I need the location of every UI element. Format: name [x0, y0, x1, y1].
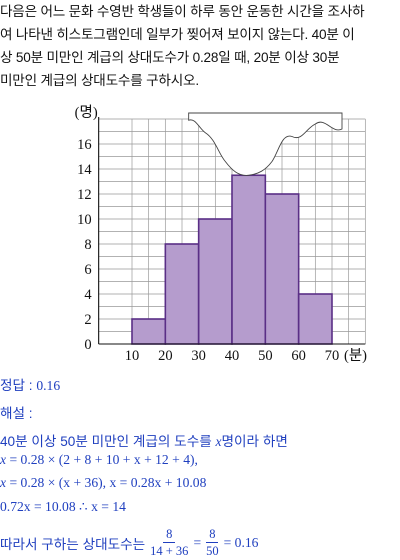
- problem-line-3: 상 50분 미만인 계급의 상대도수가 0.28일 때, 20분 이상 30분: [0, 50, 340, 65]
- y-tick-label: 6: [84, 262, 91, 278]
- x-axis-label: (분): [344, 348, 367, 364]
- y-tick-label: 0: [84, 337, 91, 353]
- x-tick-label: 30: [191, 348, 206, 364]
- solution-line-4: 0.72x = 10.08 ∴ x = 14: [0, 499, 126, 514]
- conclusion-text: 따라서 구하는 상대도수는: [0, 536, 146, 552]
- torn-paper-region: [188, 112, 343, 176]
- y-tick-label: 16: [77, 137, 92, 153]
- y-tick-label: 8: [84, 237, 91, 253]
- histogram-bar-40-50: [231, 174, 267, 345]
- x-tick-label: 40: [225, 348, 240, 364]
- solution-line-2: x = 0.28 × (2 + 8 + 10 + x + 12 + 4),: [0, 452, 400, 468]
- x-tick-label: 70: [325, 348, 340, 364]
- equation-2: = 0.28 × (2 + 8 + 10 + x + 12 + 4),: [9, 452, 198, 467]
- fraction-1-numerator: 8: [163, 526, 176, 543]
- explain-label: 해설 :: [0, 406, 33, 421]
- problem-line-2: 여 나타낸 히스토그램인데 일부가 찢어져 보이지 않는다. 40분 이: [0, 27, 355, 42]
- problem-line-1: 다음은 어느 문화 수영반 학생들이 하루 동안 운동한 시간을 조사하: [0, 4, 365, 19]
- fraction-1-denominator: 14 + 36: [150, 544, 189, 558]
- x-tick-label: 60: [291, 348, 306, 364]
- problem-text: 다음은 어느 문화 수영반 학생들이 하루 동안 운동한 시간을 조사하 여 나…: [0, 0, 400, 92]
- var-x: x: [0, 475, 7, 490]
- y-tick-label: 10: [77, 212, 92, 228]
- solution-line-1: 40분 이상 50분 미만인 계급의 도수를 x명이라 하면: [0, 430, 400, 450]
- problem-line-4: 미만인 계급의 상대도수를 구하시오.: [0, 73, 199, 88]
- histogram-bar-50-60: [264, 193, 300, 345]
- solution-line-3: x = 0.28 × (x + 36), x = 0.28x + 10.08: [0, 475, 400, 491]
- histogram-bar-60-70: [297, 293, 333, 345]
- answer-label: 정답 :: [0, 378, 33, 393]
- fraction-2-denominator: 50: [206, 544, 219, 558]
- equals-sign: =: [193, 534, 202, 550]
- histogram-bar-20-30: [164, 243, 200, 345]
- var-x: x: [0, 452, 7, 467]
- x-tick-label: 50: [258, 348, 273, 364]
- fraction-2-numerator: 8: [206, 526, 219, 543]
- y-tick-label: 12: [77, 187, 92, 203]
- solution-line-5: 따라서 구하는 상대도수는 8 14 + 36 = 8 50 = 0.16: [0, 526, 400, 559]
- x-tick-label: 10: [125, 348, 140, 364]
- y-tick-label: 14: [77, 162, 92, 178]
- answer-value: 0.16: [36, 378, 61, 393]
- y-axis-label: (명): [75, 104, 98, 121]
- y-tick-label: 2: [84, 312, 91, 328]
- result-value: = 0.16: [223, 534, 259, 550]
- solution-line-1a: 40분 이상 50분 미만인 계급의 도수를: [0, 434, 212, 449]
- solution-line-1b: 명이라 하면: [221, 434, 288, 449]
- fraction-1: 8 14 + 36: [147, 526, 191, 559]
- x-tick-label: 20: [158, 348, 173, 364]
- histogram-chart: 0 2 4 6 8 10 12 14 16 10 20 30 40 50 60 70 (명) (분): [75, 104, 368, 364]
- y-tick-label: 4: [84, 287, 92, 303]
- var-x: x: [215, 434, 222, 449]
- equation-3: = 0.28 × (x + 36), x = 0.28x + 10.08: [9, 475, 207, 490]
- histogram-bar-10-20: [131, 318, 167, 345]
- answer-line: 정답 : 0.16: [0, 374, 400, 394]
- fraction-2: 8 50: [203, 526, 222, 559]
- histogram-bar-30-40: [197, 218, 233, 345]
